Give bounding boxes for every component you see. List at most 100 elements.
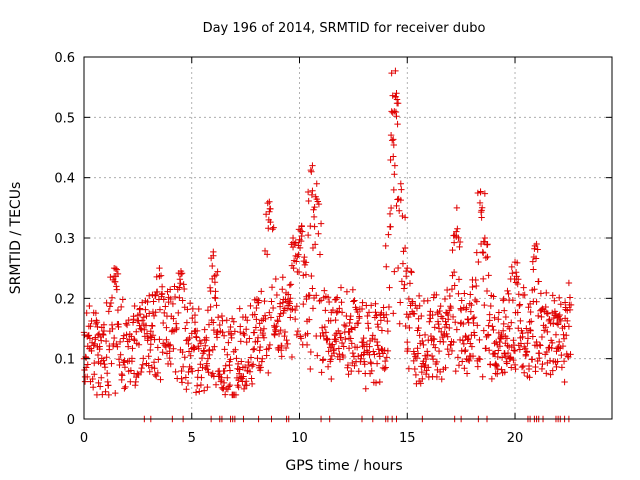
data-point bbox=[185, 348, 193, 355]
data-point bbox=[421, 331, 429, 339]
data-point bbox=[475, 355, 483, 362]
data-point bbox=[472, 276, 479, 284]
data-point bbox=[246, 368, 254, 375]
data-point bbox=[380, 304, 387, 311]
data-point bbox=[482, 345, 490, 352]
data-point bbox=[373, 360, 381, 367]
data-point bbox=[216, 321, 223, 329]
data-point bbox=[175, 309, 182, 317]
data-point bbox=[214, 268, 221, 275]
data-point bbox=[209, 346, 216, 354]
data-point bbox=[384, 327, 392, 335]
data-point bbox=[243, 338, 250, 346]
data-point bbox=[542, 303, 549, 311]
data-point bbox=[401, 214, 409, 221]
data-point bbox=[120, 335, 127, 342]
data-point bbox=[558, 364, 566, 371]
data-point bbox=[203, 362, 211, 370]
data-point bbox=[304, 330, 311, 337]
data-point bbox=[265, 225, 272, 232]
data-point bbox=[404, 338, 411, 346]
data-point bbox=[464, 356, 472, 363]
data-point bbox=[461, 365, 468, 372]
data-point bbox=[494, 370, 501, 378]
data-point bbox=[136, 305, 144, 312]
data-point bbox=[262, 315, 269, 323]
data-point bbox=[305, 197, 312, 205]
data-point bbox=[516, 346, 524, 353]
data-point bbox=[519, 362, 527, 370]
data-point bbox=[169, 300, 177, 308]
data-point bbox=[114, 306, 122, 314]
data-point bbox=[480, 275, 487, 283]
data-point bbox=[548, 309, 556, 316]
data-point bbox=[396, 320, 403, 327]
data-point bbox=[530, 266, 537, 273]
data-point bbox=[244, 317, 251, 324]
data-point bbox=[358, 305, 366, 313]
data-point bbox=[141, 326, 148, 333]
data-point bbox=[300, 272, 307, 279]
data-point bbox=[544, 310, 552, 317]
data-point bbox=[374, 342, 381, 349]
data-point bbox=[225, 339, 232, 346]
data-point bbox=[372, 379, 380, 387]
data-point bbox=[278, 342, 285, 350]
data-point bbox=[402, 322, 409, 330]
data-point bbox=[137, 325, 144, 332]
data-point bbox=[329, 341, 336, 348]
data-point bbox=[404, 345, 412, 353]
data-point bbox=[261, 297, 268, 305]
data-point bbox=[397, 180, 404, 187]
data-point bbox=[394, 264, 402, 272]
data-point bbox=[517, 317, 524, 325]
data-point bbox=[359, 339, 367, 346]
data-point bbox=[346, 316, 354, 323]
data-point bbox=[515, 291, 522, 298]
data-point bbox=[458, 297, 465, 304]
data-point bbox=[96, 345, 103, 353]
data-point bbox=[460, 320, 467, 328]
data-point bbox=[223, 317, 230, 324]
data-point bbox=[266, 341, 274, 349]
data-point bbox=[415, 315, 422, 322]
data-point bbox=[214, 314, 222, 321]
data-point bbox=[495, 347, 502, 354]
data-point bbox=[210, 248, 217, 256]
data-point bbox=[307, 365, 314, 373]
data-point bbox=[389, 92, 396, 99]
data-point bbox=[309, 162, 316, 169]
data-point bbox=[551, 297, 558, 304]
data-point bbox=[335, 345, 343, 352]
data-point bbox=[106, 303, 114, 310]
data-point bbox=[129, 319, 137, 326]
data-point bbox=[466, 357, 473, 365]
data-point bbox=[290, 264, 297, 272]
data-point bbox=[364, 312, 371, 320]
data-point bbox=[514, 309, 521, 316]
data-point bbox=[283, 305, 291, 312]
data-point bbox=[163, 336, 170, 343]
y-tick-label: 0 bbox=[67, 413, 75, 428]
data-point bbox=[534, 246, 541, 253]
y-tick-label: 0.6 bbox=[54, 51, 75, 66]
data-point bbox=[159, 349, 166, 356]
data-point bbox=[279, 299, 287, 306]
data-point bbox=[383, 311, 390, 318]
data-point bbox=[178, 367, 185, 375]
data-point bbox=[509, 297, 517, 304]
data-point bbox=[139, 361, 146, 368]
data-point bbox=[348, 326, 355, 333]
data-point bbox=[510, 337, 517, 344]
data-point bbox=[413, 354, 421, 362]
data-point bbox=[136, 310, 144, 318]
data-point bbox=[166, 354, 173, 362]
data-point bbox=[546, 316, 553, 323]
data-point bbox=[273, 323, 280, 330]
data-point bbox=[261, 312, 269, 319]
data-point bbox=[343, 288, 351, 295]
data-point bbox=[203, 337, 210, 344]
data-point bbox=[316, 297, 323, 305]
data-point bbox=[393, 202, 400, 210]
data-point bbox=[243, 382, 250, 389]
